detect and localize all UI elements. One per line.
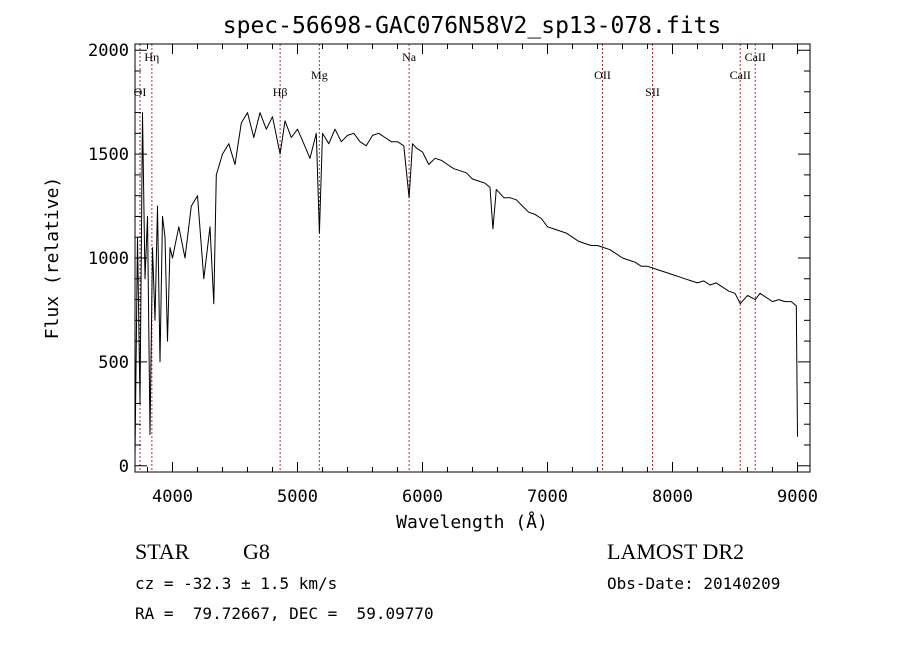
x-tick-label: 8000	[652, 487, 693, 507]
subclass: G8	[243, 539, 270, 564]
redshift-cz: cz = -32.3 ± 1.5 km/s	[135, 574, 338, 593]
y-tick-label: 500	[98, 353, 129, 373]
object-class: STAR	[135, 539, 190, 564]
y-axis-ticks: 0 500 1000 1500 2000	[88, 41, 810, 477]
x-tick-label: 5000	[277, 487, 318, 507]
coordinates: RA = 79.72667, DEC = 59.09770	[135, 604, 434, 623]
y-tick-label: 1500	[88, 145, 129, 165]
spectral-line-label: Hβ	[273, 85, 288, 99]
spectral-line-label: CaII	[730, 68, 751, 82]
spectrum-series-line	[134, 112, 798, 458]
x-tick-label: 7000	[527, 487, 568, 507]
y-tick-label: 1000	[88, 249, 129, 269]
x-tick-label: 6000	[402, 487, 443, 507]
chart-title: spec-56698-GAC076N58V2_sp13-078.fits	[223, 13, 722, 39]
x-axis-label: Wavelength (Å)	[396, 511, 548, 533]
spectral-line-label: Na	[402, 50, 417, 64]
y-tick-label: 2000	[88, 41, 129, 61]
spectral-line-label: CaII	[745, 50, 766, 64]
x-tick-label: 9000	[777, 487, 818, 507]
spectral-line-label: Mg	[311, 68, 328, 82]
y-axis-label: Flux (relative)	[42, 177, 63, 340]
obs-date: Obs-Date: 20140209	[607, 574, 781, 593]
spectral-line-label: OII	[594, 68, 611, 82]
spectral-line-label: Hη	[144, 50, 159, 64]
spectral-line-label: SII	[645, 85, 660, 99]
x-axis-ticks: 4000 5000 6000 7000 8000 9000	[147, 44, 818, 507]
y-tick-label: 0	[119, 457, 129, 477]
plot-frame	[134, 43, 811, 473]
spectral-line-markers	[139, 44, 756, 472]
survey-name: LAMOST DR2	[607, 539, 745, 564]
x-tick-label: 4000	[152, 487, 193, 507]
